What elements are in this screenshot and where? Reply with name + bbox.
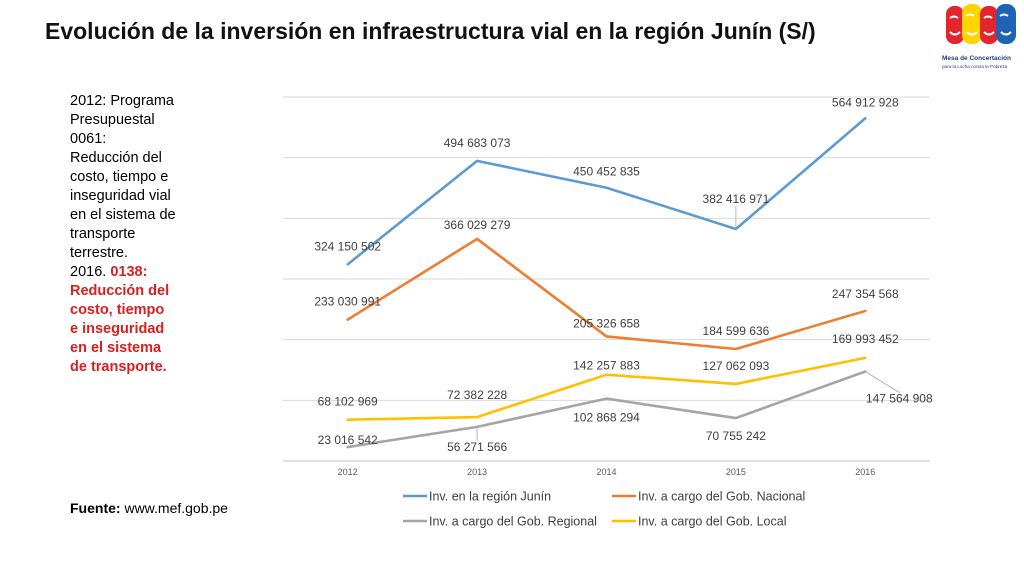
data-label: 184 599 636 — [703, 324, 770, 338]
note-red-line: en el sistema — [70, 340, 162, 356]
note-red-line: e inseguridad — [70, 321, 165, 337]
data-label: 102 868 294 — [573, 411, 640, 425]
legend-label: Inv. a cargo del Gob. Local — [638, 515, 786, 529]
series-line — [346, 116, 867, 266]
note-line: terrestre. — [70, 245, 129, 261]
logo-text-2: para la Lucha contra la Pobreza — [942, 64, 1008, 69]
mesa-logo: Mesa de Concertación para la Lucha contr… — [942, 4, 1016, 69]
data-label: 382 416 971 — [703, 192, 770, 206]
data-label: 247 354 568 — [832, 287, 899, 301]
x-tick-label: 2012 — [338, 467, 358, 477]
note-red-line: Reducción del — [70, 283, 170, 299]
x-tick-label: 2014 — [596, 467, 616, 477]
logo-text-1: Mesa de Concertación — [942, 55, 1011, 62]
data-label: 233 030 991 — [314, 295, 381, 309]
series-line — [346, 370, 867, 449]
note-line-2016: 2016. 0138: — [70, 263, 200, 282]
program-note: 2012: Programa Presupuestal 0061: Reducc… — [70, 92, 200, 377]
source-label: Fuente: — [70, 500, 121, 516]
logo-mask-blue — [996, 4, 1016, 44]
data-label: 68 102 969 — [318, 395, 378, 409]
data-label: 205 326 658 — [573, 316, 640, 330]
data-label: 450 452 835 — [573, 165, 640, 179]
data-label-leader — [865, 371, 900, 393]
x-tick-label: 2013 — [467, 467, 487, 477]
logo-mask-red-2 — [980, 6, 998, 44]
data-label: 169 993 452 — [832, 332, 899, 346]
data-label: 142 257 883 — [573, 359, 640, 373]
source-note: Fuente: www.mef.gob.pe — [70, 500, 228, 516]
data-label: 72 382 228 — [447, 388, 507, 402]
note-line: transporte — [70, 226, 136, 242]
note-line: 0061: — [70, 131, 107, 147]
note-line: Reducción del — [70, 150, 162, 166]
logo-mask-red — [946, 6, 964, 44]
x-tick-label: 2015 — [726, 467, 746, 477]
series-line — [346, 356, 867, 421]
note-red-line: costo, tiempo — [70, 302, 165, 318]
note-line: costo, tiempo e — [70, 169, 169, 185]
series-line — [346, 237, 867, 351]
legend-label: Inv. en la región Junín — [429, 490, 551, 504]
note-red-line: de transporte. — [70, 359, 167, 375]
note-line: Presupuestal — [70, 112, 155, 128]
note-red-line: 0138: — [110, 264, 148, 280]
data-label: 70 755 242 — [706, 429, 766, 443]
x-tick-label: 2016 — [855, 467, 875, 477]
data-label: 23 016 542 — [318, 433, 378, 447]
logo-mask-yellow — [962, 4, 982, 44]
data-label: 127 062 093 — [703, 359, 770, 373]
note-line: 2012: Programa — [70, 93, 174, 109]
data-label: 366 029 279 — [444, 218, 511, 232]
legend-label: Inv. a cargo del Gob. Nacional — [638, 490, 805, 504]
data-label: 494 683 073 — [444, 136, 511, 150]
source-link[interactable]: www.mef.gob.pe — [124, 500, 228, 516]
note-line: inseguridad vial — [70, 188, 171, 204]
data-label: 147 564 908 — [866, 391, 933, 405]
legend-label: Inv. a cargo del Gob. Regional — [429, 515, 597, 529]
slide-title: Evolución de la inversión en infraestruc… — [45, 18, 816, 44]
data-label: 564 912 928 — [832, 95, 899, 109]
note-line: en el sistema de — [70, 207, 176, 223]
note-year-2016: 2016. — [70, 264, 107, 280]
data-label: 324 150 502 — [314, 239, 381, 253]
data-label: 56 271 566 — [447, 440, 507, 454]
